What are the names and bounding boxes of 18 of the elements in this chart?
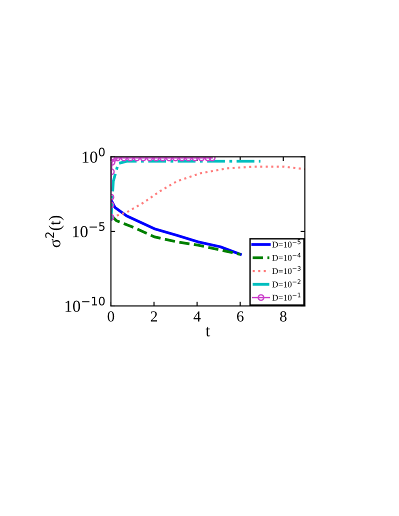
legend-label: D=10$^{−2}$	[272, 279, 300, 288]
y-tick-label: 10$^{−10}$	[66, 296, 105, 312]
point	[178, 156, 186, 162]
x-tick-label: 4	[194, 311, 201, 322]
x-tick-label: 6	[237, 311, 244, 322]
y-tick-label: 10$^{−5}$	[73, 222, 105, 238]
x-tick-label: 8	[280, 311, 287, 322]
legend-label: D=10$^{−4}$	[272, 252, 301, 261]
legend-label: D=10$^{−5}$	[272, 240, 301, 248]
x-axis-title: t	[206, 326, 210, 336]
legend-label: D=10$^{−3}$	[272, 266, 301, 274]
y-axis-title: σ$^{2}$(t)	[45, 216, 64, 248]
line-series	[110, 214, 242, 256]
x-tick-label: 0	[108, 311, 114, 322]
x-tick-label: 2	[150, 311, 157, 322]
y-tick-label: 10$^{0}$	[82, 148, 105, 163]
point	[185, 156, 192, 162]
legend-label: D=10$^{−1}$	[272, 292, 300, 301]
